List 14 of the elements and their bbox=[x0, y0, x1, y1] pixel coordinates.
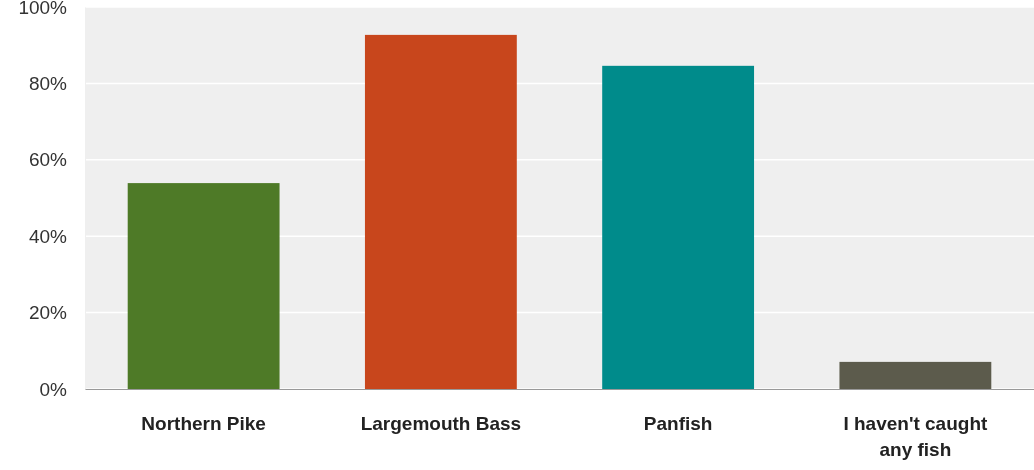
x-tick-label: Northern Pike bbox=[141, 413, 266, 435]
y-tick-label: 80% bbox=[28, 72, 68, 94]
bar bbox=[839, 361, 992, 389]
x-tick-label: I haven't caught any fish bbox=[843, 413, 988, 461]
y-tick-label: 0% bbox=[39, 378, 68, 400]
x-tick-label: Largemouth Bass bbox=[360, 413, 522, 435]
bar bbox=[364, 34, 517, 389]
y-tick-label: 40% bbox=[28, 225, 68, 247]
x-tick-label: Panfish bbox=[643, 413, 713, 435]
y-tick-label: 20% bbox=[28, 302, 68, 324]
y-tick-label: 60% bbox=[28, 149, 68, 171]
bar bbox=[602, 65, 755, 389]
bar bbox=[127, 183, 280, 389]
y-tick-label: 100% bbox=[18, 0, 68, 18]
